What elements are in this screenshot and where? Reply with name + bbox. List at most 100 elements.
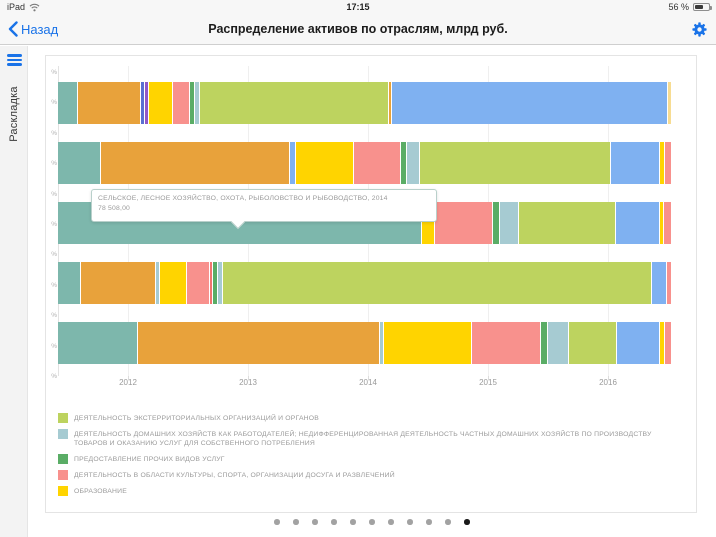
bar-segment-purple[interactable]	[144, 82, 148, 124]
bar-segment-pink[interactable]	[353, 142, 400, 184]
bar-segment-yellow[interactable]	[148, 82, 172, 124]
bar-segment-yellow[interactable]	[422, 202, 434, 244]
legend-label: ОБРАЗОВАНИЕ	[74, 488, 127, 495]
bar-segment-orange[interactable]	[138, 322, 380, 364]
legend-swatch-icon	[58, 413, 68, 423]
legend-label: ПРЕДОСТАВЛЕНИЕ ПРОЧИХ ВИДОВ УСЛУГ	[74, 456, 225, 463]
bar-segment-yellow[interactable]	[660, 322, 664, 364]
stacked-bar	[58, 142, 671, 184]
bar-segment-ygreen[interactable]	[222, 262, 651, 304]
axis-tick	[488, 376, 489, 380]
settings-button[interactable]	[691, 21, 708, 38]
tooltip-series-label: СЕЛЬСКОЕ, ЛЕСНОЕ ХОЗЯЙСТВО, ОХОТА, РЫБОЛ…	[98, 195, 388, 202]
y-tick-label: %	[51, 281, 57, 289]
bar-segment-yellow[interactable]	[383, 322, 472, 364]
bar-segment-blue[interactable]	[611, 142, 660, 184]
bar-segment-ltblue[interactable]	[155, 262, 159, 304]
page-dot[interactable]	[293, 519, 299, 525]
y-tick-label: %	[51, 69, 57, 76]
menu-icon[interactable]	[7, 54, 22, 66]
bar-segment-ltblue[interactable]	[500, 202, 518, 244]
y-tick-label: %	[51, 251, 57, 259]
bar-segment-pink[interactable]	[667, 262, 671, 304]
y-tick-label: %	[51, 221, 57, 228]
page-dot[interactable]	[331, 519, 337, 525]
page-dot-active[interactable]	[464, 519, 470, 525]
bar-segment-orange[interactable]	[389, 82, 392, 124]
bar-segment-orange[interactable]	[77, 82, 140, 124]
tooltip-value: 78 508,00	[98, 205, 131, 212]
page-dot[interactable]	[388, 519, 394, 525]
bar-segment-pink[interactable]	[664, 202, 671, 244]
bar-segment-ygreen[interactable]	[518, 202, 616, 244]
bar-segment-teal[interactable]	[58, 82, 77, 124]
page-dot[interactable]	[274, 519, 280, 525]
page-dot[interactable]	[312, 519, 318, 525]
bar-segment-green[interactable]	[190, 82, 195, 124]
bar-segment-ltblue[interactable]	[380, 322, 383, 364]
bar-segment-pink[interactable]	[186, 262, 209, 304]
y-tick-label: %	[51, 129, 57, 137]
y-tick-label: %	[51, 312, 57, 320]
chevron-left-icon	[8, 21, 18, 37]
page-dot[interactable]	[426, 519, 432, 525]
legend-swatch-icon	[58, 454, 68, 464]
stacked-bar	[58, 262, 671, 304]
bar-segment-teal[interactable]	[58, 322, 137, 364]
bar-segment-teal[interactable]	[58, 142, 101, 184]
bar-segment-blue[interactable]	[616, 322, 660, 364]
bar-segment-yellow[interactable]	[660, 142, 664, 184]
bar-segment-orange[interactable]	[101, 142, 290, 184]
status-bar: iPad 17:15 56 %	[0, 0, 716, 15]
page-dot[interactable]	[350, 519, 356, 525]
axis-tick	[128, 376, 129, 380]
bar-segment-teal[interactable]	[58, 262, 80, 304]
axis-tick	[248, 376, 249, 380]
back-button[interactable]: Назад	[8, 21, 58, 37]
bar-segment-ltblue[interactable]	[547, 322, 568, 364]
bar-segment-ltblue[interactable]	[407, 142, 419, 184]
bar-segment-ygreen[interactable]	[200, 82, 389, 124]
bar-segment-pink[interactable]	[172, 82, 190, 124]
page-dot[interactable]	[369, 519, 375, 525]
battery-icon	[693, 3, 712, 11]
bar-segment-blue[interactable]	[651, 262, 667, 304]
bar-segment-pink[interactable]	[664, 322, 671, 364]
x-tick-label: 2015	[479, 378, 497, 387]
page-dot[interactable]	[407, 519, 413, 525]
bar-segment-ygreen[interactable]	[568, 322, 616, 364]
page-dot[interactable]	[445, 519, 451, 525]
chart-legend: ДЕЯТЕЛЬНОСТЬ ЭКСТЕРРИТОРИАЛЬНЫХ ОРГАНИЗА…	[58, 413, 688, 503]
bar-segment-yellow[interactable]	[159, 262, 186, 304]
bar-segment-green[interactable]	[540, 322, 547, 364]
bar-segment-yellow[interactable]	[296, 142, 353, 184]
bar-segment-ltblue[interactable]	[217, 262, 222, 304]
bar-segment-salmon[interactable]	[209, 262, 212, 304]
bar-segment-pink[interactable]	[434, 202, 492, 244]
battery-percent-label: 56 %	[668, 2, 689, 12]
bar-segment-blue[interactable]	[290, 142, 296, 184]
bar-segment-green[interactable]	[212, 262, 217, 304]
bar-segment-blue[interactable]	[616, 202, 659, 244]
bar-segment-ygreen[interactable]	[419, 142, 611, 184]
bar-segment-ltblue[interactable]	[195, 82, 200, 124]
back-button-label: Назад	[21, 21, 59, 37]
layout-sidebar: Раскладка	[0, 46, 28, 537]
y-tick-label: %	[51, 160, 57, 168]
bar-segment-blue[interactable]	[392, 82, 667, 124]
legend-item: ДЕЯТЕЛЬНОСТЬ В ОБЛАСТИ КУЛЬТУРЫ, СПОРТА,…	[58, 470, 688, 480]
bar-segment-green[interactable]	[400, 142, 407, 184]
bar-segment-dkblue[interactable]	[140, 82, 144, 124]
bar-segment-yellow[interactable]	[659, 202, 664, 244]
bar-segment-paleyellow[interactable]	[667, 82, 671, 124]
legend-label: ДЕЯТЕЛЬНОСТЬ ДОМАШНИХ ХОЗЯЙСТВ КАК РАБОТ…	[74, 431, 652, 447]
bar-segment-pink[interactable]	[664, 142, 671, 184]
bar-segment-green[interactable]	[493, 202, 500, 244]
x-tick-label: 2016	[599, 378, 617, 387]
wifi-icon	[29, 3, 40, 11]
bar-segment-pink[interactable]	[472, 322, 540, 364]
chart-panel: %%%%%%%%%%% 2012 2013 2014 2015 2016 СЕЛЬСКО…	[45, 55, 697, 513]
legend-swatch-icon	[58, 470, 68, 480]
bar-segment-orange[interactable]	[80, 262, 155, 304]
